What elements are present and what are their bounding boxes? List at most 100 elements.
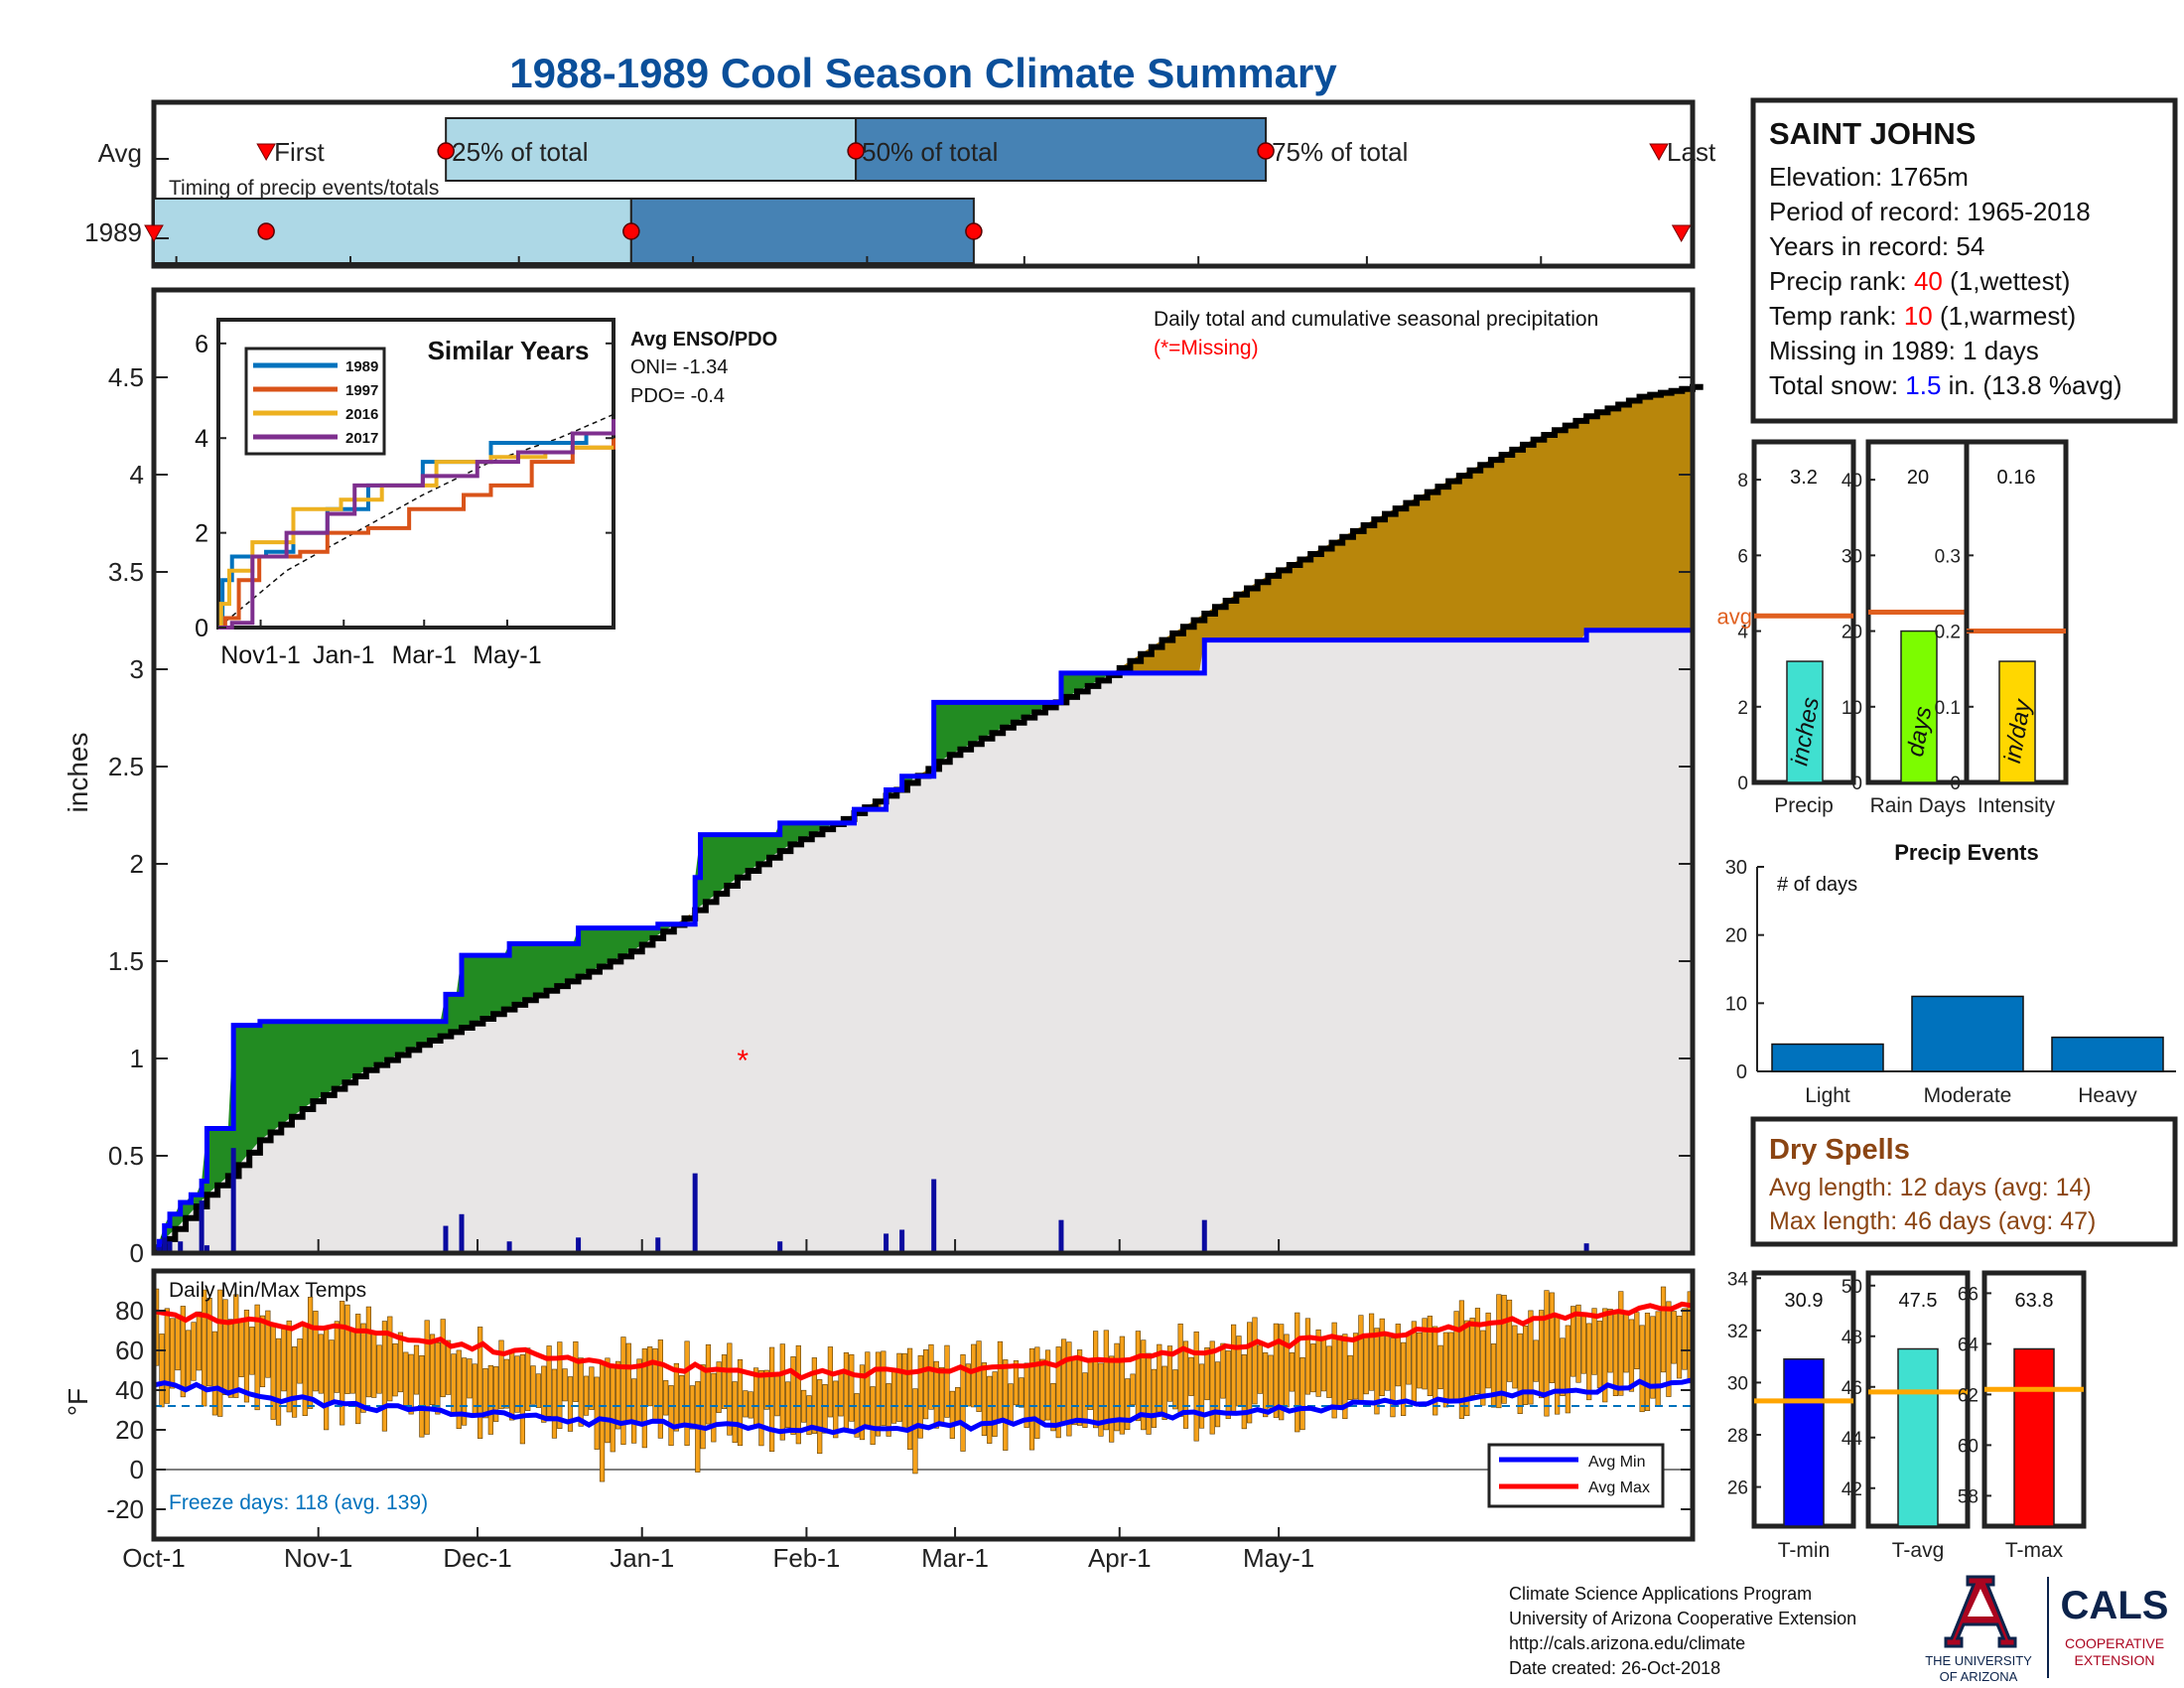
daily-temp-range-bar (530, 1365, 536, 1405)
daily-temp-range-bar (1273, 1323, 1279, 1418)
daily-temp-range-bar (1618, 1291, 1624, 1396)
daily-temp-range-bar (1533, 1339, 1539, 1382)
daily-temp-range-bar (329, 1339, 335, 1405)
inset-y-tick-label: 4 (195, 425, 208, 453)
temp-summary-y-tick-label: 32 (1727, 1322, 1748, 1342)
daily-temp-range-bar (1490, 1343, 1497, 1408)
x-tick-label: Mar-1 (921, 1543, 989, 1573)
temp-summary-label: T-avg (1892, 1539, 1945, 1562)
inset-title: Similar Years (428, 336, 590, 365)
daily-temp-range-bar (557, 1341, 563, 1429)
daily-precip-bar (576, 1237, 582, 1253)
daily-temp-range-bar (1676, 1316, 1683, 1379)
timing-label-last: Last (1667, 137, 1716, 167)
daily-temp-range-bar (1103, 1330, 1109, 1431)
summary-bar (1900, 630, 1938, 783)
daily-temp-range-bar (1464, 1320, 1470, 1417)
daily-temp-range-bar (1193, 1331, 1199, 1442)
enso-pdo-text: Avg ENSO/PDO ONI= -1.34 PDO= -0.4 (630, 329, 777, 407)
daily-temp-range-bar (987, 1375, 993, 1444)
daily-temp-range-bar (180, 1306, 186, 1398)
avg-25pct-marker (437, 142, 455, 160)
daily-temp-range-bar (1358, 1315, 1364, 1403)
daily-temp-range-bar (992, 1371, 998, 1437)
precip-y-tick-label: 0 (130, 1238, 144, 1268)
daily-temp-range-bar (1379, 1318, 1385, 1396)
daily-temp-range-bar (1474, 1308, 1481, 1395)
daily-temp-range-bar (1204, 1346, 1210, 1401)
daily-temp-range-bar (461, 1357, 468, 1426)
temp-summary-value: 63.8 (2015, 1290, 2054, 1312)
daily-temp-range-bar (870, 1386, 876, 1446)
avg-50pct-marker (847, 142, 865, 160)
year-25pct-marker (257, 222, 275, 240)
daily-temp-range-bar (849, 1353, 855, 1422)
temp-summary-y-tick-label: 58 (1958, 1486, 1979, 1507)
avg-first-marker (256, 143, 276, 162)
cals-logo-text: CALS (2061, 1584, 2169, 1627)
daily-precip-bar (1583, 1243, 1589, 1253)
cals-logo-line-1: COOPERATIVE (2065, 1635, 2164, 1651)
daily-temp-range-bar (355, 1314, 361, 1425)
daily-temp-range-bar (981, 1362, 987, 1437)
daily-temp-range-bar (186, 1330, 192, 1387)
daily-temp-range-bar (397, 1332, 404, 1393)
avg-timing-box-50-75 (855, 117, 1268, 182)
daily-temp-range-bar (535, 1373, 542, 1408)
daily-temp-range-bar (419, 1355, 425, 1438)
daily-temp-range-bar (365, 1306, 371, 1398)
precip-event-bar-moderate (1911, 995, 2024, 1072)
temp-summary-t-min: 30.9 26 28 30 32 34 T-min (1727, 1269, 1856, 1562)
daily-temp-range-bar (340, 1300, 345, 1426)
daily-temp-range-bar (1385, 1335, 1391, 1391)
summary-y-tick-label: 2 (1737, 698, 1748, 719)
daily-temp-range-bar (865, 1351, 871, 1428)
daily-temp-range-bar (1644, 1313, 1651, 1412)
daily-temp-range-bar (763, 1369, 769, 1410)
daily-temp-range-bar (541, 1365, 547, 1423)
inset-legend-label: 1997 (345, 382, 378, 399)
precip-ylabel: inches (63, 733, 93, 813)
timing-label-50pct: 50% of total (862, 137, 998, 167)
daily-temp-range-bar (324, 1328, 330, 1431)
daily-temp-range-bar (785, 1381, 791, 1429)
daily-temp-range-bar (238, 1320, 244, 1377)
temp-summary-bar (2013, 1347, 2055, 1527)
daily-temp-range-bar (1019, 1377, 1024, 1408)
daily-temp-range-bar (875, 1351, 882, 1437)
daily-temp-range-bar (254, 1304, 260, 1411)
daily-temp-range-bar (939, 1366, 945, 1427)
station-missing: Missing in 1989: 1 days (1769, 336, 2039, 365)
avg-max-line (153, 1301, 1694, 1381)
summary-y-tick-label: 0 (1737, 774, 1748, 794)
daily-temp-range-bar (519, 1353, 525, 1445)
daily-temp-range-bar (487, 1364, 493, 1435)
university-of-arizona-logo: THE UNIVERSITY OF ARIZONA (1925, 1575, 2032, 1684)
timing-row-label-year: 1989 (84, 217, 142, 247)
inset-y-tick-label: 6 (195, 331, 208, 358)
temp-summary-bar (1783, 1358, 1825, 1527)
daily-temp-range-bar (1151, 1368, 1158, 1428)
year-timing-box-first-50 (153, 198, 632, 264)
daily-temp-range-bar (1008, 1383, 1014, 1424)
daily-temp-range-bar (1315, 1329, 1321, 1397)
daily-temp-range-bar (424, 1320, 430, 1435)
daily-temp-range-bar (1336, 1335, 1343, 1407)
daily-temp-range-bar (1522, 1326, 1529, 1405)
daily-temp-range-bar (472, 1363, 478, 1416)
x-tick-label: May-1 (1243, 1543, 1314, 1573)
temp-summary-y-tick-label: 62 (1958, 1385, 1979, 1406)
daily-temp-range-bar (551, 1368, 558, 1439)
daily-temp-range-bar (933, 1360, 939, 1429)
station-years: Years in record: 54 (1769, 231, 1984, 261)
timing-note: Timing of precip events/totals (169, 177, 439, 200)
daily-temp-range-bar (614, 1360, 621, 1430)
daily-temp-range-bar (806, 1395, 812, 1435)
daily-temp-range-bar (743, 1390, 749, 1418)
daily-temp-range-bar (1257, 1344, 1263, 1394)
daily-temp-range-bar (360, 1323, 366, 1413)
daily-temp-range-bar (1417, 1332, 1423, 1389)
daily-temp-range-bar (1401, 1341, 1407, 1416)
precip-event-label: Heavy (2078, 1084, 2137, 1107)
